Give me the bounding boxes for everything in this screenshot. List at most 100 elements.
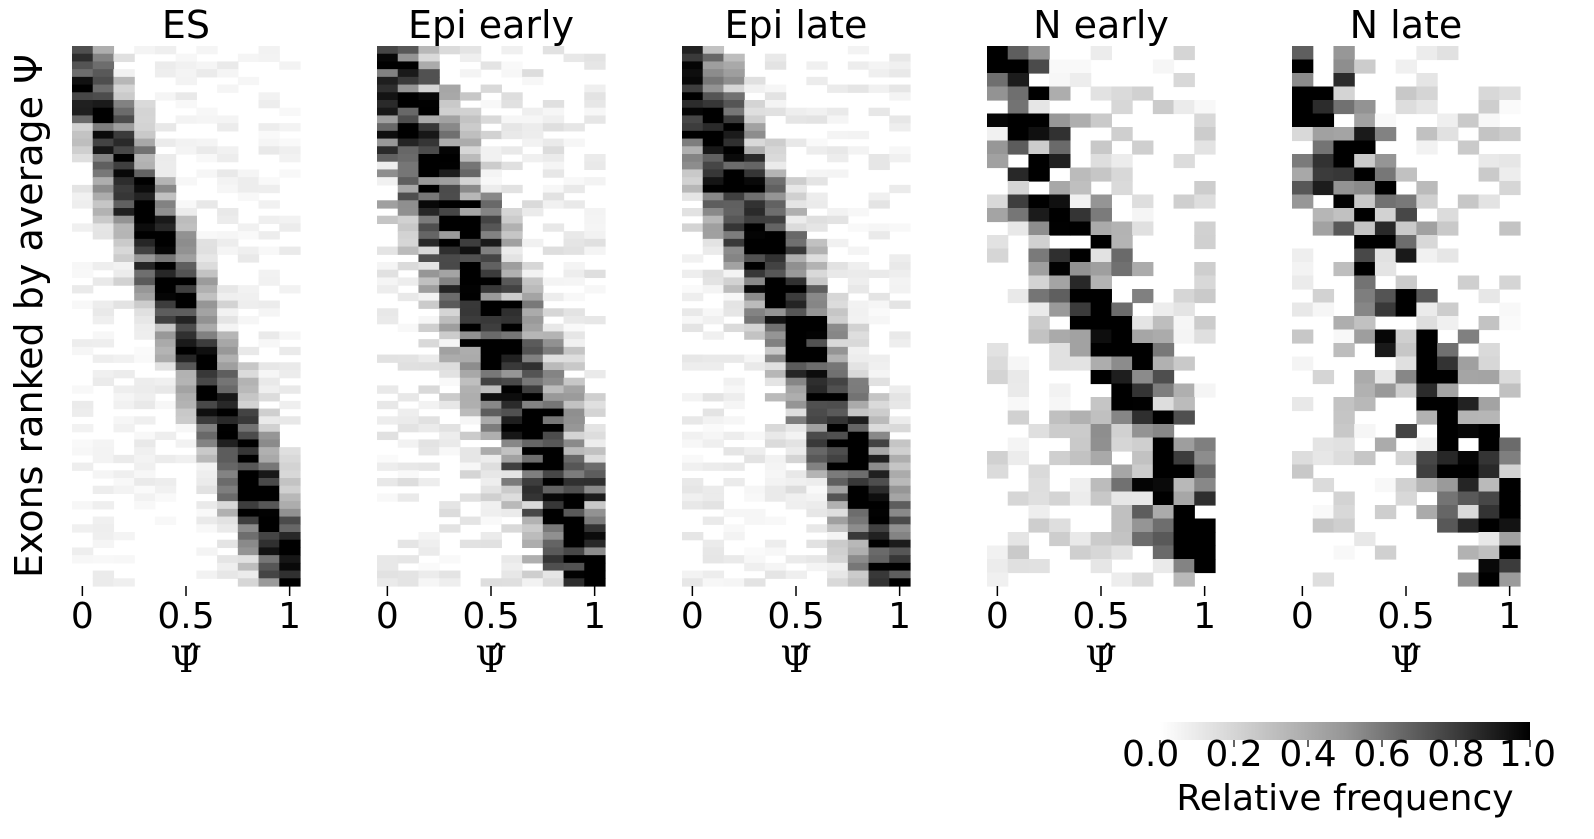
heatmap-cell <box>827 547 849 556</box>
heatmap-cell <box>868 439 890 448</box>
heatmap-cell <box>522 107 544 117</box>
heatmap-cell <box>439 262 461 271</box>
heatmap-cell <box>1132 437 1154 452</box>
heatmap-cell <box>439 169 461 178</box>
heatmap-cell <box>1416 181 1438 196</box>
heatmap-cell <box>764 292 787 302</box>
heatmap-cell <box>92 501 115 510</box>
heatmap-cell <box>827 362 849 371</box>
heatmap-cell <box>1333 545 1355 560</box>
heatmap-cell <box>1292 86 1314 101</box>
heatmap-cell <box>868 200 890 209</box>
heatmap-cell <box>175 400 197 410</box>
heatmap-cell <box>723 462 745 471</box>
heatmap-cell <box>827 439 849 448</box>
heatmap-cell <box>785 177 807 186</box>
heatmap-cell <box>113 169 135 178</box>
heatmap-cell <box>563 362 585 371</box>
heatmap-cell <box>501 493 523 502</box>
heatmap-cell <box>113 200 135 209</box>
heatmap-cell <box>1007 559 1030 574</box>
heatmap-cell <box>702 431 725 441</box>
heatmap-cell <box>1292 46 1314 61</box>
heatmap-cell <box>377 478 399 487</box>
heatmap-cell <box>1069 275 1092 290</box>
heatmap-cell <box>217 339 239 348</box>
heatmap-cell <box>92 223 115 232</box>
heatmap-cell <box>723 184 745 194</box>
heatmap-cell <box>827 493 849 502</box>
heatmap-cell <box>92 331 115 340</box>
colorbar-tick-label: 0.8 <box>1427 734 1484 775</box>
heatmap-cell <box>1132 140 1154 155</box>
heatmap-cell <box>279 493 301 502</box>
heatmap-cell <box>1049 518 1071 533</box>
heatmap-cell <box>682 46 704 55</box>
heatmap-cell <box>702 516 725 525</box>
heatmap-cell <box>1374 154 1397 169</box>
heatmap-cell <box>196 508 218 518</box>
heatmap-cell <box>682 485 704 495</box>
heatmap-cell <box>480 254 502 263</box>
heatmap-cell <box>522 115 544 124</box>
heatmap-cell <box>279 123 301 132</box>
heatmap-cell <box>702 130 725 140</box>
heatmap-cell <box>522 393 544 402</box>
heatmap-cell <box>764 331 787 340</box>
heatmap-cell <box>1007 46 1030 61</box>
heatmap-cell <box>480 370 502 379</box>
heatmap-cell <box>785 262 807 271</box>
heatmap-cell <box>1049 262 1071 277</box>
heatmap-cell <box>847 532 870 541</box>
heatmap-cell <box>480 238 502 248</box>
heatmap-cell <box>134 493 156 502</box>
heatmap-cell <box>1173 100 1195 115</box>
heatmap-cell <box>522 200 544 209</box>
heatmap-cell <box>377 570 399 579</box>
x-tick-label: 0 <box>71 596 94 637</box>
heatmap-cell <box>397 277 420 286</box>
heatmap-cell <box>542 107 565 117</box>
heatmap-cell <box>563 431 585 441</box>
heatmap-cell <box>702 485 725 495</box>
heatmap-cell <box>196 431 218 441</box>
heatmap-cell <box>563 485 585 495</box>
heatmap-cell <box>542 439 565 448</box>
heatmap-cell <box>785 285 807 294</box>
heatmap-cell <box>258 501 280 510</box>
heatmap-cell <box>439 177 461 186</box>
heatmap-cell <box>196 447 218 456</box>
heatmap-cell <box>987 73 1009 88</box>
heatmap-cell <box>806 424 828 433</box>
heatmap-cell <box>806 501 828 510</box>
heatmap-cell <box>459 516 482 525</box>
heatmap-cell <box>682 169 704 178</box>
heatmap-cell <box>134 130 156 140</box>
heatmap-cell <box>397 92 420 101</box>
heatmap-cell <box>459 408 482 417</box>
heatmap-cell <box>1374 545 1397 560</box>
heatmap-cell <box>175 138 197 147</box>
heatmap-cell <box>480 154 502 163</box>
heatmap-cell <box>439 339 461 348</box>
heatmap-cell <box>702 555 725 564</box>
heatmap-cell <box>1416 100 1438 115</box>
heatmap-cell <box>459 339 482 348</box>
heatmap-cell <box>480 385 502 394</box>
heatmap-cell <box>723 69 745 78</box>
heatmap-cell <box>847 424 870 433</box>
heatmap-cell <box>806 277 828 286</box>
heatmap-cell <box>1173 316 1195 331</box>
heatmap-cell <box>1312 518 1335 533</box>
heatmap-cell <box>584 508 606 518</box>
heatmap-cell <box>1312 505 1335 520</box>
heatmap-cell <box>196 277 218 286</box>
heatmap-cell <box>563 562 585 572</box>
heatmap-cell <box>175 377 197 387</box>
heatmap-cell <box>1152 491 1175 506</box>
heatmap-cell <box>377 354 399 363</box>
heatmap-cell <box>134 393 156 402</box>
heatmap-cell <box>1292 73 1314 88</box>
heatmap-cell <box>258 215 280 225</box>
heatmap-cell <box>542 46 565 55</box>
